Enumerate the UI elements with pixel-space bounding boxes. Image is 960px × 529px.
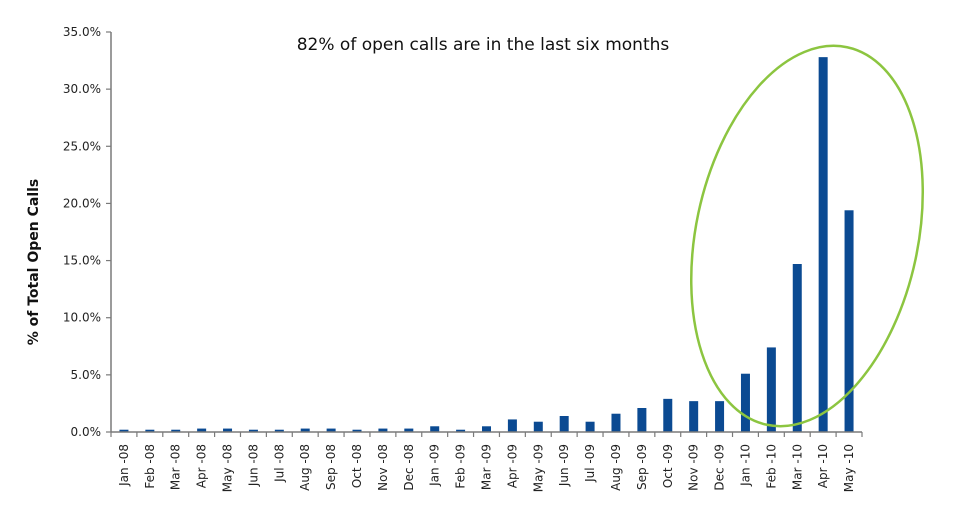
- y-tick-label: 5.0%: [71, 368, 102, 382]
- bar-sep-08: [326, 428, 336, 432]
- y-tick-label: 0.0%: [71, 425, 102, 439]
- bar-apr-08: [197, 428, 207, 432]
- bar-nov-08: [378, 428, 388, 432]
- bar-jun-09: [559, 416, 569, 432]
- x-tick-label: May -09: [531, 444, 545, 492]
- x-tick-label: Feb -10: [764, 444, 778, 489]
- bar-may-08: [223, 428, 233, 432]
- x-tick-label: Mar -08: [169, 444, 183, 490]
- x-tick-label: Jul -09: [583, 444, 597, 483]
- x-tick-label: Apr -10: [816, 444, 830, 488]
- x-tick-label: Jun -09: [557, 444, 571, 487]
- bar-sep-09: [637, 408, 647, 432]
- x-tick-label: Mar -09: [480, 444, 494, 490]
- bar-dec-09: [715, 401, 725, 432]
- bar-jun-08: [248, 429, 258, 432]
- bar-dec-08: [404, 428, 414, 432]
- bar-mar-09: [482, 426, 491, 432]
- bar-jan-09: [430, 426, 440, 432]
- bar-mar-10: [792, 264, 802, 432]
- x-tick-label: Jun -08: [246, 444, 260, 487]
- bar-aug-09: [611, 413, 621, 432]
- x-tick-label: Jan -09: [428, 444, 442, 487]
- x-tick-label: Apr -08: [195, 444, 209, 488]
- y-tick-label: 30.0%: [63, 82, 101, 96]
- bar-may-10: [844, 210, 854, 432]
- x-tick-label: Dec -08: [402, 444, 416, 491]
- x-tick-label: Jan -08: [117, 444, 131, 487]
- y-axis-title: % of Total Open Calls: [26, 179, 42, 346]
- bar-mar-08: [171, 429, 181, 432]
- x-tick-label: Oct -08: [350, 444, 364, 488]
- x-tick-label: Apr -09: [505, 444, 519, 488]
- bar-jul-09: [585, 421, 595, 432]
- highlight-ellipse: [689, 44, 925, 428]
- bar-jul-08: [274, 429, 284, 432]
- bar-apr-09: [507, 419, 517, 432]
- x-tick-label: Aug -09: [609, 444, 623, 491]
- x-tick-label: Sep -09: [635, 444, 649, 490]
- bar-apr-10: [818, 57, 828, 433]
- x-tick-label: Feb -09: [454, 444, 468, 489]
- bar-oct-09: [663, 398, 673, 432]
- bar-may-09: [533, 421, 543, 432]
- bar-feb-08: [145, 429, 155, 432]
- bar-feb-09: [456, 429, 466, 432]
- annotation-layer: [689, 44, 925, 428]
- y-tick-label: 10.0%: [63, 311, 101, 325]
- chart-title: 82% of open calls are in the last six mo…: [297, 35, 670, 55]
- x-tick-label: Jul -08: [272, 444, 286, 483]
- x-tick-label: Nov -08: [376, 444, 390, 491]
- x-tick-label: May -10: [842, 444, 856, 492]
- axes-layer: 0.0% 5.0% 10.0% 15.0% 20.0% 25.0% 30.0% 35.0% Ja…: [63, 25, 863, 492]
- bar-nov-09: [689, 401, 699, 432]
- y-tick-label: 25.0%: [63, 139, 101, 153]
- x-tick-label: May -08: [221, 444, 235, 492]
- x-tick-label: Oct -09: [661, 444, 675, 488]
- x-tick-label: Feb -08: [143, 444, 157, 489]
- bar-jan-08: [119, 429, 129, 432]
- x-tick-label: Mar -10: [790, 444, 804, 490]
- x-tick-label: Jan -10: [738, 444, 752, 487]
- x-tick-label: Dec -09: [713, 444, 727, 491]
- y-tick-label: 20.0%: [63, 196, 101, 210]
- x-tick-label: Sep -08: [324, 444, 338, 490]
- bar-feb-10: [766, 347, 776, 432]
- y-tick-label: 15.0%: [63, 254, 101, 268]
- y-tick-label: 35.0%: [63, 25, 101, 39]
- bar-jan-10: [740, 373, 750, 432]
- bar-oct-08: [352, 429, 362, 432]
- bar-aug-08: [300, 428, 310, 432]
- x-tick-label: Nov -09: [687, 444, 701, 491]
- bars-layer: [119, 57, 854, 433]
- x-tick-label: Aug -08: [298, 444, 312, 491]
